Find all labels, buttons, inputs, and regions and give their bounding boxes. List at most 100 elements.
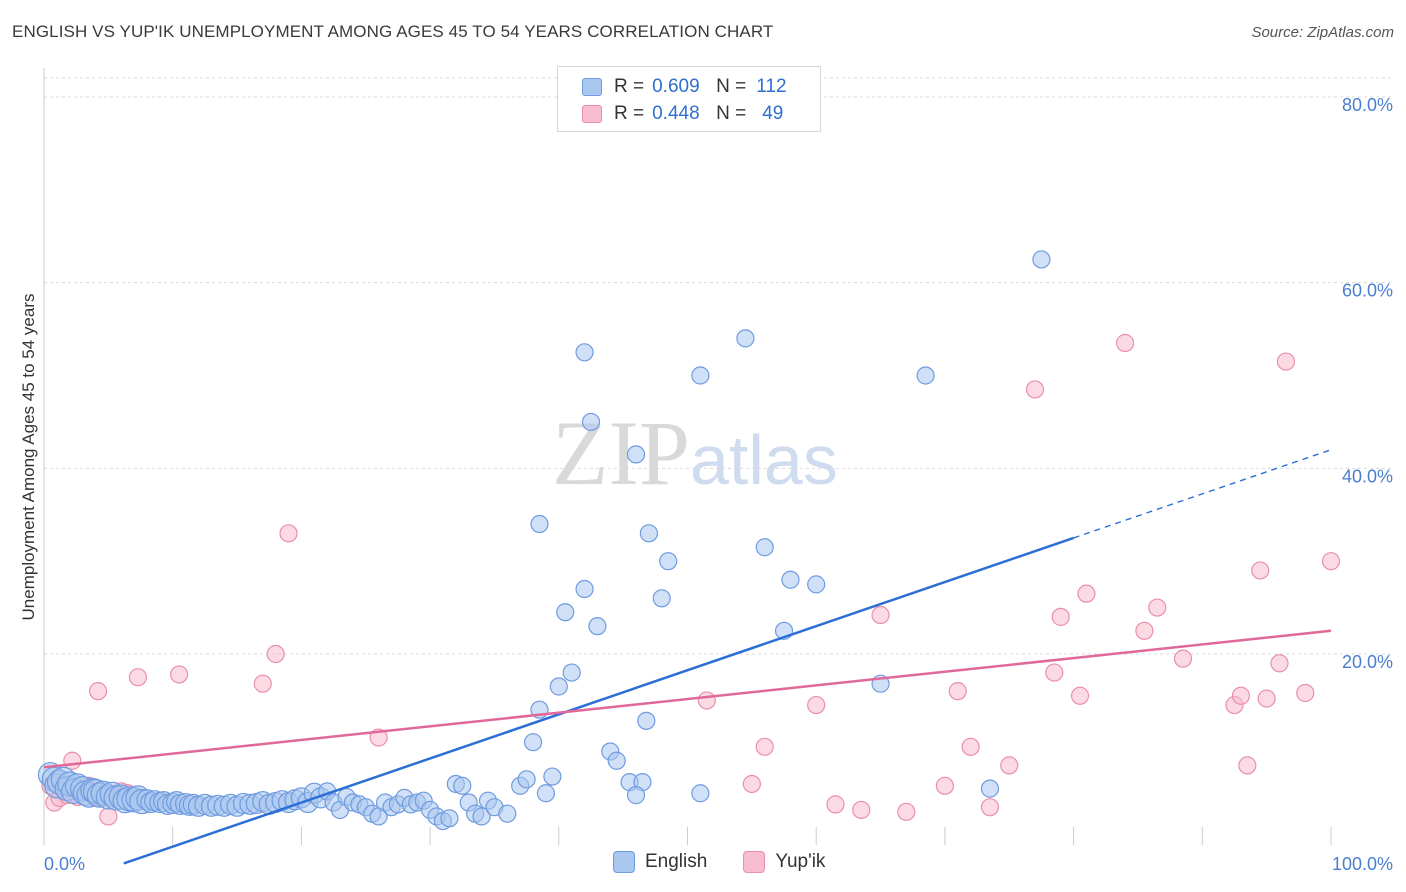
english-point [543,767,562,786]
yupik-point [1070,686,1090,705]
legend-r-label: R = [614,103,645,124]
english-point [588,617,607,636]
english-point [807,575,826,594]
y-tick-label: 40.0% [1342,466,1393,486]
legend: R = 0.609 N = 112 R = 0.448 N = 49 [557,66,821,132]
english-point [1032,250,1051,269]
english-point [916,366,935,385]
yupik-point [266,644,285,664]
y-tick-label: 80.0% [1342,95,1393,115]
english-point [639,524,658,543]
english-point [626,445,646,464]
english-point [659,552,678,571]
english-point [637,711,656,730]
yupik-point [807,695,826,715]
english-point [575,579,594,599]
english-point [536,784,556,803]
yupik-point [1148,598,1167,617]
x-tick-label: 100.0% [1332,854,1393,874]
yupik-point [1296,683,1315,703]
yupik-point [1077,584,1096,603]
chart-title: ENGLISH VS YUP'IK UNEMPLOYMENT AMONG AGE… [12,22,774,41]
chart-source: Source: ZipAtlas.com [1251,24,1394,41]
yupik-point [1251,561,1270,580]
yupik-point [88,682,108,701]
bottom-legend-swatch-english [613,851,635,873]
yupik-point [128,668,148,687]
yupik-point [279,524,298,543]
yupik-point [99,807,118,826]
legend-r-value-english: 0.609 [652,76,700,97]
english-trend-extension [1073,449,1332,539]
english-point [575,343,594,362]
bottom-legend-yupik: Yup'ik [743,851,825,873]
bottom-legend-label-english: English [645,851,708,872]
yupik-point [742,774,761,794]
yupik-point [1238,756,1257,775]
english-trend-line [123,536,1075,865]
english-point [736,329,755,348]
english-point [556,603,575,622]
bottom-legend-swatch-yupik [743,851,766,873]
yupik-point [1321,552,1341,571]
english-point [562,663,581,682]
english-point [581,412,601,432]
english-point [453,776,472,795]
yupik-point [755,737,774,756]
yupik-point [1173,649,1193,668]
watermark-zip: ZIP [552,402,690,504]
english-point [523,733,543,752]
legend-n-label: N = [716,103,747,124]
yupik-trend-line [43,629,1332,769]
watermark: ZIPatlas [552,400,838,506]
yupik-point [697,691,716,710]
yupik-point [63,751,82,770]
y-tick-label: 60.0% [1342,281,1393,301]
yupik-point [980,798,1000,817]
yupik-point [1000,756,1019,775]
yupik-point [826,795,845,814]
english-point [691,366,710,385]
watermark-atlas: atlas [690,421,838,499]
yupik-point [852,800,871,820]
legend-r-label: R = [614,76,645,97]
bottom-legend-label-yupik: Yup'ik [775,851,826,872]
legend-r-value-yupik: 0.448 [652,103,700,124]
yupik-point [1051,607,1070,626]
english-point [781,570,800,589]
english-point [517,770,536,789]
english-point [549,677,568,696]
legend-swatch-english [582,78,602,96]
bottom-legend: English Yup'ik [613,851,861,873]
yupik-point [1231,686,1251,705]
english-point [980,779,1000,798]
legend-row-english: R = 0.609 N = 112 [582,74,787,100]
yupik-point [897,802,916,821]
yupik-point [170,665,189,684]
y-tick-label: 20.0% [1342,652,1393,672]
yupik-point [1270,654,1289,673]
legend-row-yupik: R = 0.448 N = 49 [582,101,783,127]
english-point [440,809,459,828]
english-point [626,786,646,805]
english-point [498,804,517,823]
yupik-point [1025,380,1045,399]
yupik-point [253,674,272,693]
legend-n-value-english: 112 [756,76,787,97]
yupik-point [1257,689,1276,708]
english-point [530,514,549,534]
legend-n-value-yupik: 49 [762,103,784,124]
english-point [691,784,710,803]
yupik-point [1045,663,1064,682]
y-axis-label: Unemployment Among Ages 45 to 54 years [19,294,38,621]
legend-n-label: N = [716,76,747,97]
yupik-point [948,682,967,701]
bottom-legend-english: English [613,851,707,873]
yupik-point [1115,333,1135,353]
yupik-point [1276,352,1296,371]
yupik-point [935,776,955,795]
yupik-point [1135,621,1154,640]
legend-swatch-yupik [582,105,602,123]
english-point [472,807,491,826]
